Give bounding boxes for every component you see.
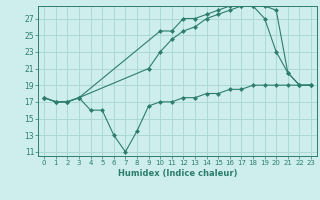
X-axis label: Humidex (Indice chaleur): Humidex (Indice chaleur) <box>118 169 237 178</box>
